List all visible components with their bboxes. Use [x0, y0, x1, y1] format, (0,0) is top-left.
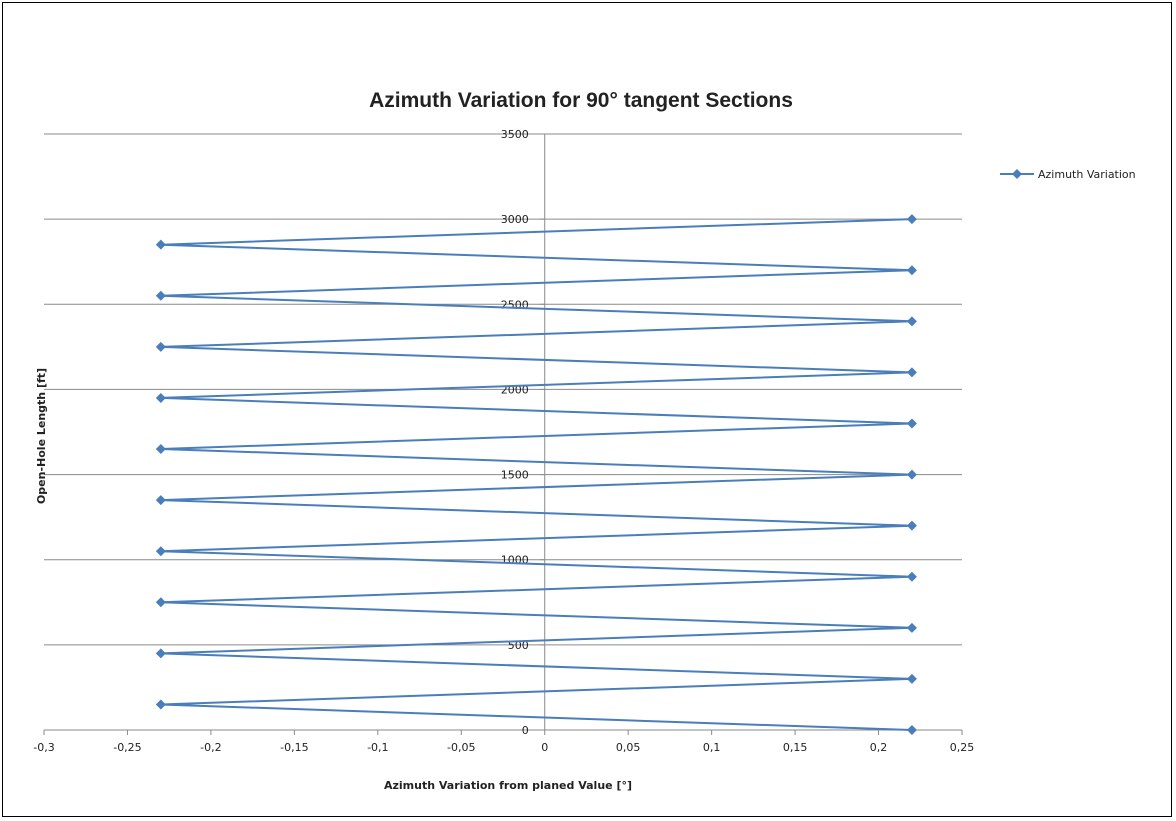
gridlines	[44, 133, 962, 646]
data-point-4	[906, 622, 917, 633]
data-point-16	[906, 316, 917, 327]
y-axis-title: Open-Hole Length [ft]	[35, 368, 48, 504]
data-point-17	[155, 290, 166, 301]
x-axis-title: Azimuth Variation from planed Value [°]	[384, 779, 632, 792]
y-tick-label-0: 0	[522, 724, 529, 737]
y-tick-label-7: 3500	[501, 128, 529, 141]
data-point-11	[155, 444, 166, 455]
y-tick-label-5: 2500	[501, 298, 529, 311]
data-point-15	[155, 341, 166, 352]
data-point-18	[906, 265, 917, 276]
axes	[43, 133, 963, 735]
y-tick-label-6: 3000	[501, 213, 529, 226]
data-point-6	[906, 571, 917, 582]
legend: Azimuth Variation	[1000, 168, 1136, 181]
data-point-9	[155, 495, 166, 506]
data-point-2	[906, 673, 917, 684]
legend-label-azimuth-variation: Azimuth Variation	[1038, 168, 1136, 181]
data-point-8	[906, 520, 917, 531]
x-tick-label-0: -0,3	[33, 741, 54, 754]
y-tick-label-2: 1000	[501, 554, 529, 567]
x-tick-label-7: 0,05	[616, 741, 641, 754]
series-layer	[155, 214, 917, 735]
x-tick-label-2: -0,2	[200, 741, 221, 754]
data-point-19	[155, 239, 166, 250]
data-point-3	[155, 648, 166, 659]
data-point-10	[906, 469, 917, 480]
data-point-12	[906, 418, 917, 429]
chart-title: Azimuth Variation for 90° tangent Sectio…	[369, 89, 793, 112]
x-tick-label-9: 0,15	[783, 741, 808, 754]
x-tick-label-1: -0,25	[113, 741, 141, 754]
x-tick-label-3: -0,15	[280, 741, 308, 754]
legend-marker-azimuth-variation	[1012, 169, 1022, 179]
data-point-7	[155, 546, 166, 557]
data-point-1	[155, 699, 166, 710]
data-point-14	[906, 367, 917, 378]
data-point-13	[155, 392, 166, 403]
x-tick-labels: -0,3 -0,25 -0,2 -0,15 -0,1 -0,05 0 0,05 0,1 0,15 0…	[33, 741, 974, 754]
x-tick-label-5: -0,05	[447, 741, 475, 754]
x-tick-label-8: 0,1	[703, 741, 721, 754]
x-tick-label-11: 0,25	[950, 741, 975, 754]
x-tick-label-10: 0,2	[870, 741, 888, 754]
x-tick-label-4: -0,1	[367, 741, 388, 754]
y-tick-label-3: 1500	[501, 469, 529, 482]
data-point-5	[155, 597, 166, 608]
data-point-20	[906, 214, 917, 225]
x-tick-label-6: 0	[541, 741, 548, 754]
data-point-0	[906, 725, 917, 735]
